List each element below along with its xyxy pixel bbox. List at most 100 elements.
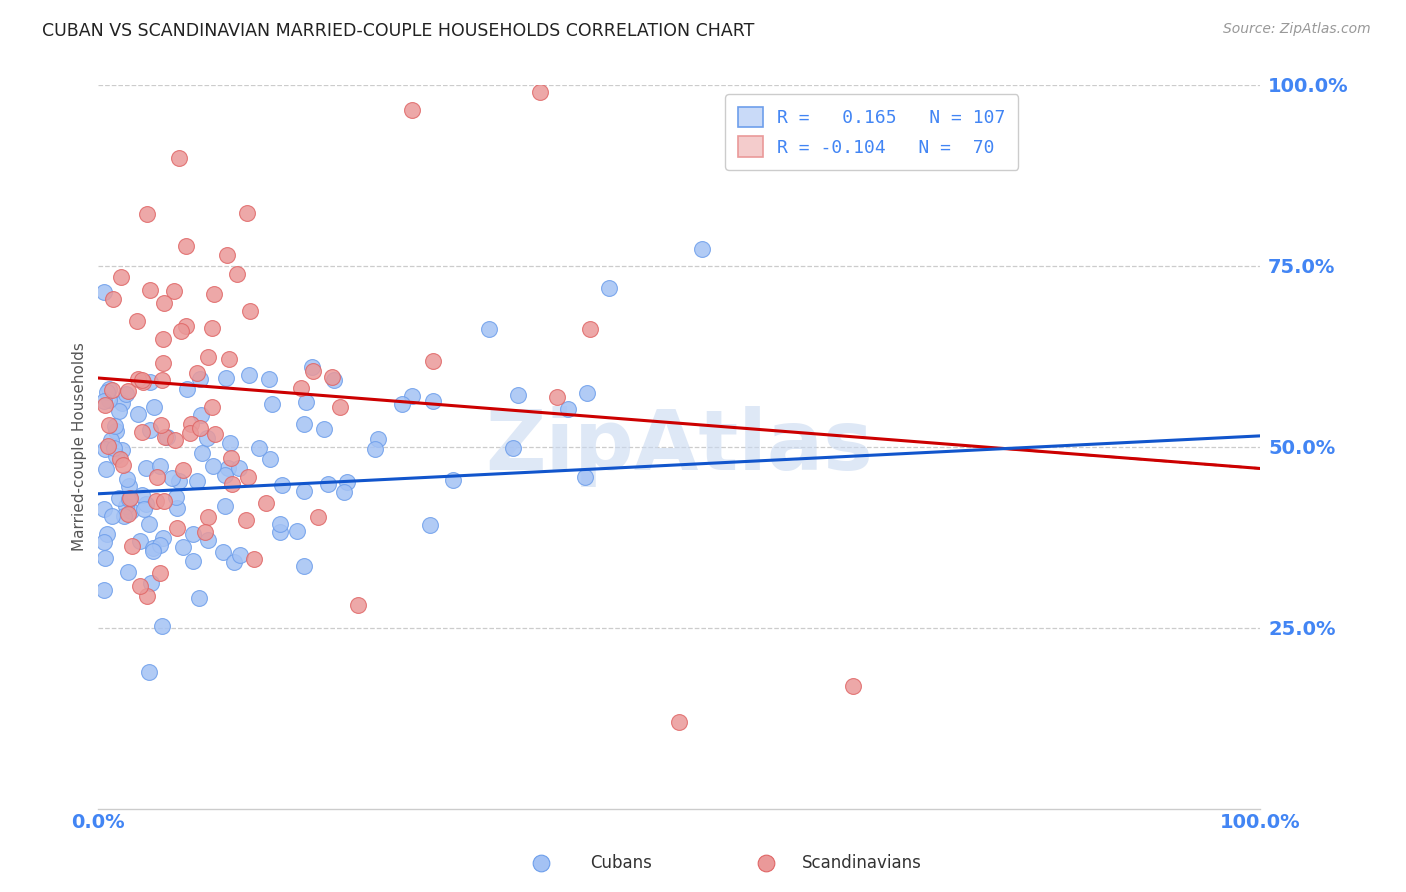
- Point: [127, 372, 149, 386]
- Point: [301, 360, 323, 375]
- Point: [391, 397, 413, 411]
- Point: [219, 450, 242, 465]
- Point: [186, 474, 208, 488]
- Point: [96, 461, 118, 475]
- Point: [598, 280, 620, 294]
- Point: [166, 501, 188, 516]
- Point: [238, 368, 260, 382]
- Point: [163, 285, 186, 299]
- Point: [117, 507, 139, 521]
- Point: [135, 207, 157, 221]
- Point: [292, 484, 315, 499]
- Point: [101, 292, 124, 306]
- Point: [149, 458, 172, 473]
- Point: [174, 318, 197, 333]
- Point: [120, 504, 142, 518]
- Point: [217, 461, 239, 475]
- Point: [145, 494, 167, 508]
- Point: [142, 543, 165, 558]
- Point: [104, 449, 127, 463]
- Point: [506, 388, 529, 402]
- Point: [94, 398, 117, 412]
- Point: [153, 430, 176, 444]
- Point: [692, 242, 714, 256]
- Point: [212, 545, 235, 559]
- Text: Cubans: Cubans: [591, 855, 652, 872]
- Point: [235, 513, 257, 527]
- Point: [292, 417, 315, 431]
- Point: [367, 432, 389, 446]
- Point: [150, 619, 173, 633]
- Point: [197, 350, 219, 364]
- Point: [269, 525, 291, 540]
- Point: [172, 540, 194, 554]
- Point: [236, 469, 259, 483]
- Point: [333, 485, 356, 500]
- Point: [422, 354, 444, 368]
- Point: [115, 499, 138, 513]
- Point: [574, 469, 596, 483]
- Point: [127, 314, 149, 328]
- Point: [170, 324, 193, 338]
- Point: [422, 393, 444, 408]
- Point: [127, 407, 149, 421]
- Point: [132, 375, 155, 389]
- Point: [149, 417, 172, 432]
- Point: [529, 85, 551, 99]
- Point: [668, 714, 690, 729]
- Point: [419, 517, 441, 532]
- Point: [183, 554, 205, 568]
- Point: [105, 424, 128, 438]
- Point: [224, 555, 246, 569]
- Point: [236, 205, 259, 219]
- Point: [110, 451, 132, 466]
- Point: [121, 539, 143, 553]
- Point: [194, 524, 217, 539]
- Point: [139, 283, 162, 297]
- Point: [117, 384, 139, 398]
- Point: [117, 565, 139, 579]
- Point: [312, 422, 335, 436]
- Point: [218, 352, 240, 367]
- Point: [93, 442, 115, 456]
- Point: [138, 665, 160, 680]
- Point: [202, 287, 225, 301]
- Point: [156, 430, 179, 444]
- Point: [120, 491, 142, 506]
- Point: [247, 441, 270, 455]
- Point: [93, 535, 115, 549]
- Point: [239, 304, 262, 318]
- Point: [166, 521, 188, 535]
- Point: [181, 526, 204, 541]
- Point: [557, 402, 579, 417]
- Point: [160, 471, 183, 485]
- Point: [138, 516, 160, 531]
- Point: [295, 395, 318, 409]
- Point: [443, 473, 465, 487]
- Point: [152, 356, 174, 370]
- Point: [329, 400, 352, 414]
- Point: [201, 459, 224, 474]
- Point: [197, 533, 219, 547]
- Point: [187, 591, 209, 605]
- Text: Source: ZipAtlas.com: Source: ZipAtlas.com: [1223, 22, 1371, 37]
- Point: [104, 418, 127, 433]
- Point: [575, 386, 598, 401]
- Point: [101, 384, 124, 398]
- Point: [100, 433, 122, 447]
- Point: [148, 538, 170, 552]
- Point: [195, 431, 218, 445]
- Point: [115, 473, 138, 487]
- Point: [135, 497, 157, 511]
- Point: [135, 589, 157, 603]
- Point: [98, 417, 121, 432]
- Point: [128, 533, 150, 548]
- Point: [478, 322, 501, 336]
- Y-axis label: Married-couple Households: Married-couple Households: [72, 343, 87, 551]
- Point: [152, 332, 174, 346]
- Point: [180, 417, 202, 431]
- Point: [132, 501, 155, 516]
- Point: [292, 558, 315, 573]
- Point: [150, 373, 173, 387]
- Point: [262, 397, 284, 411]
